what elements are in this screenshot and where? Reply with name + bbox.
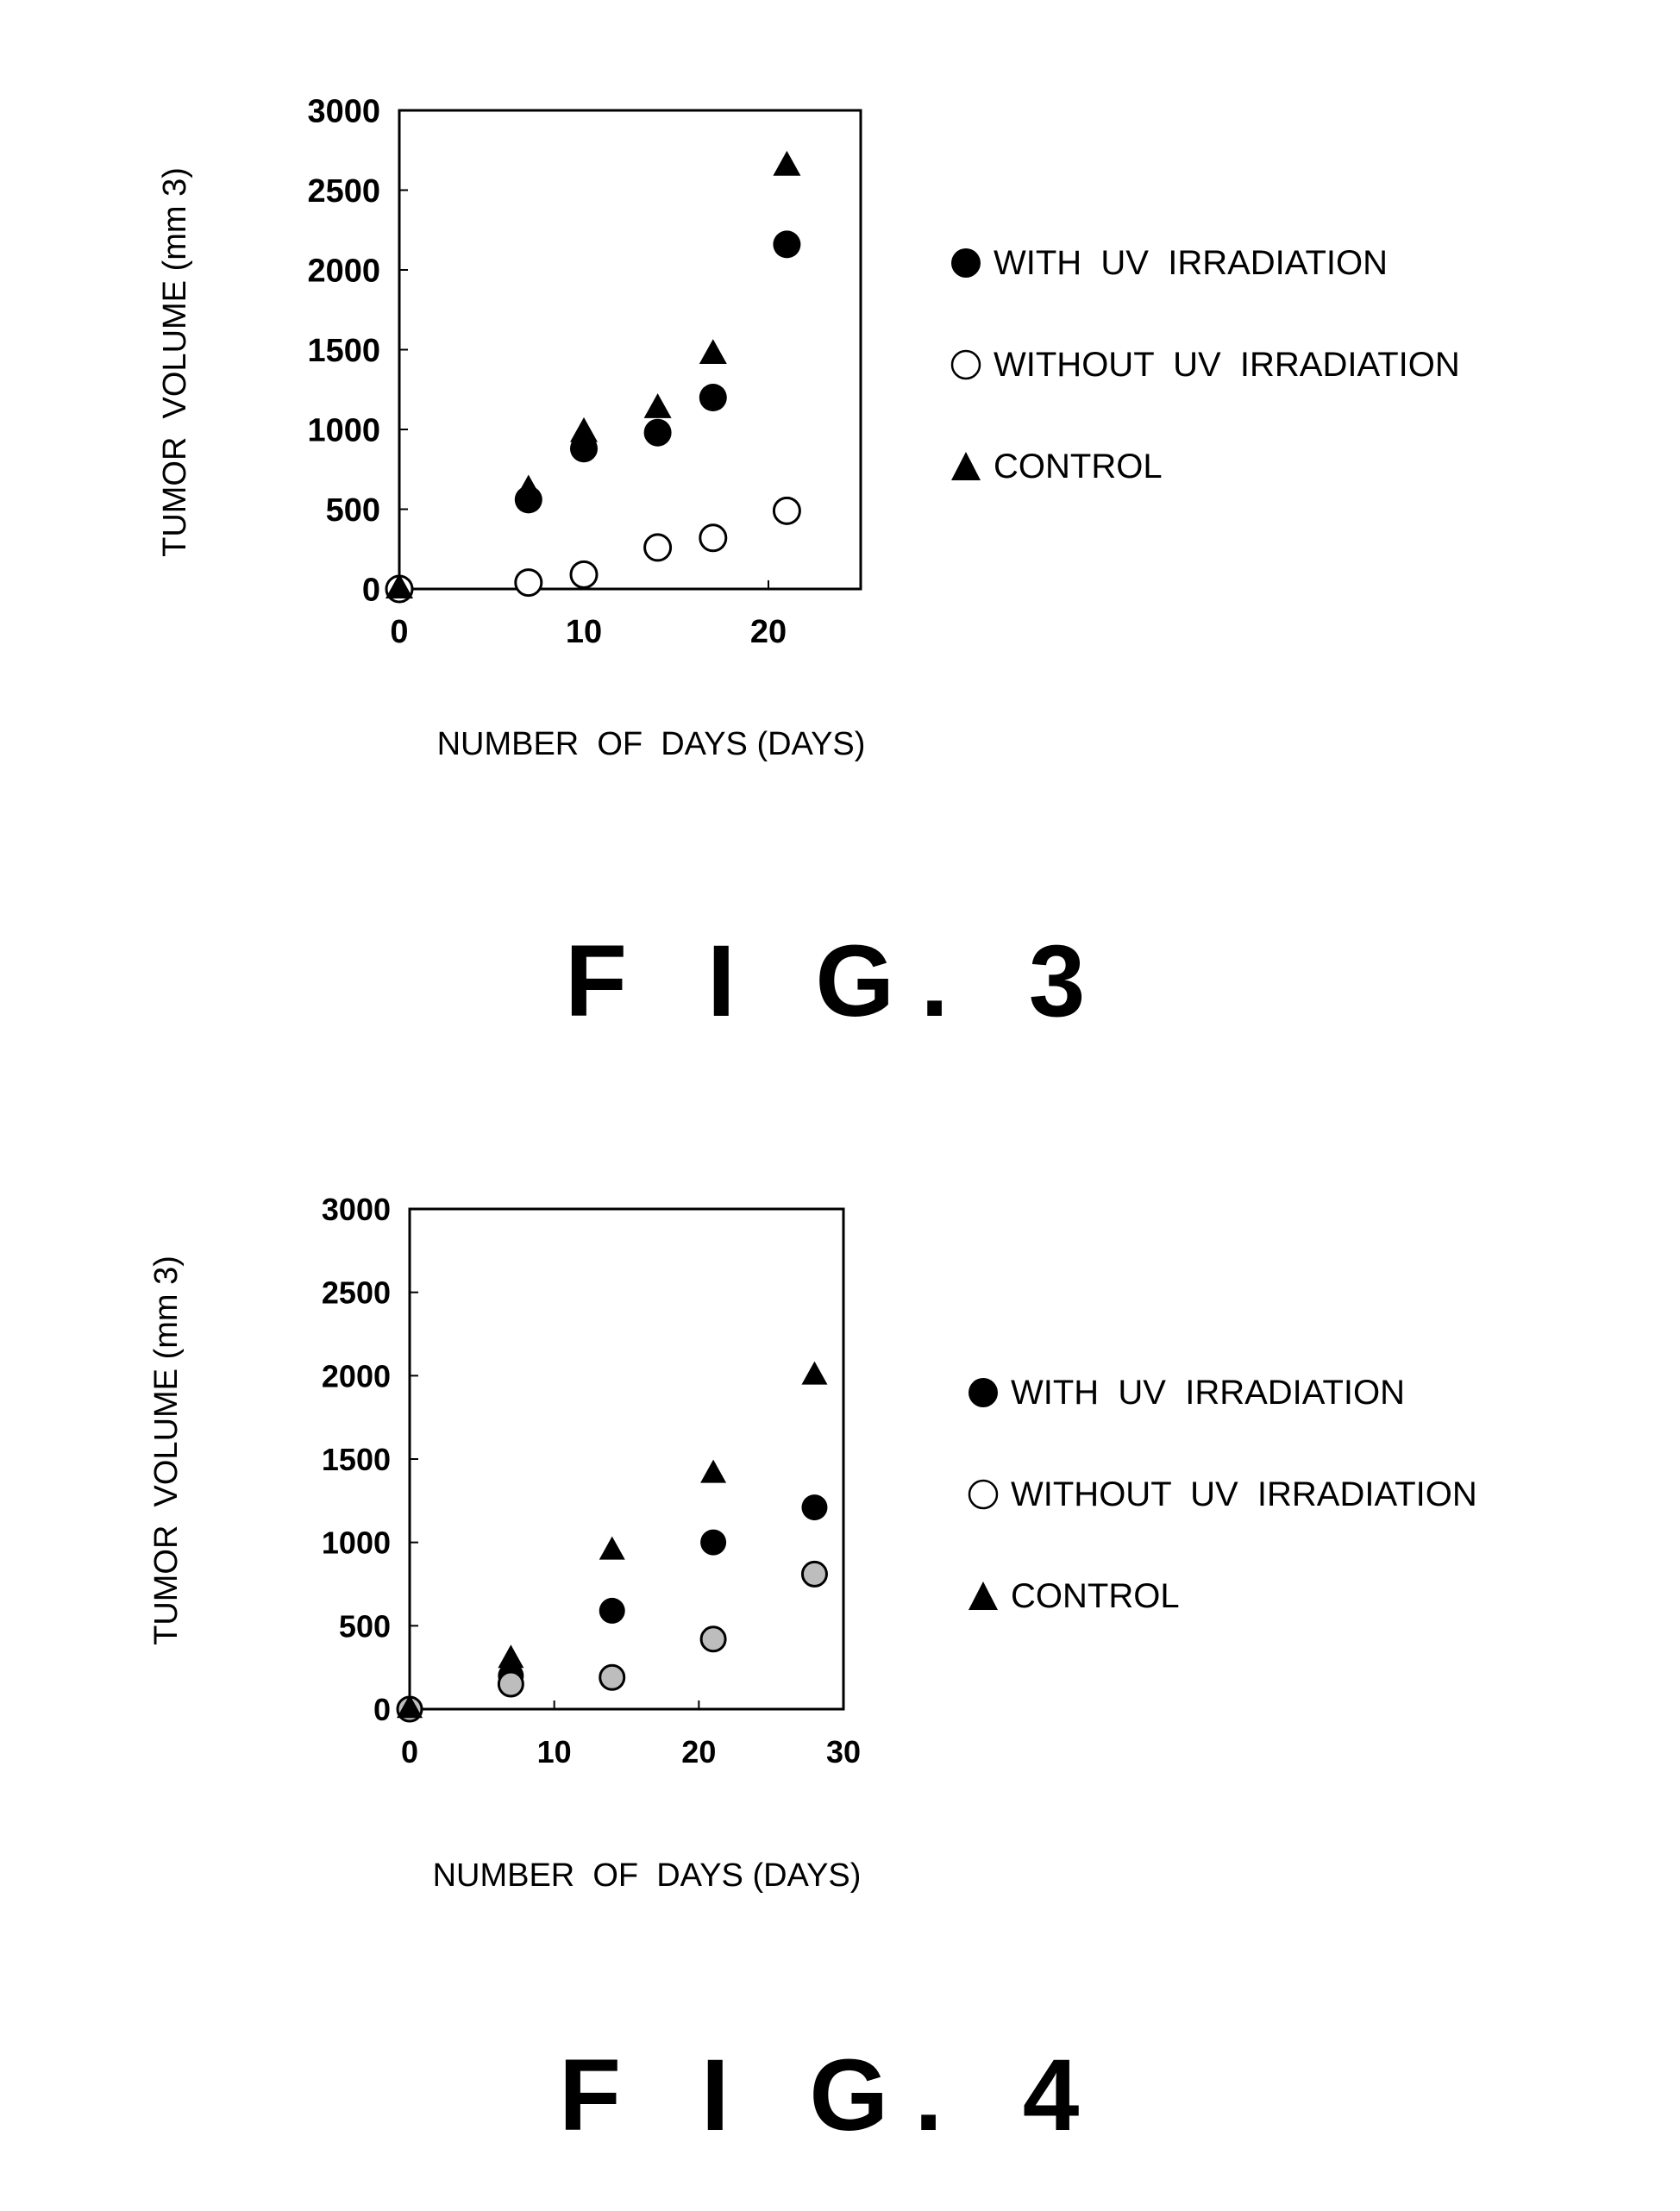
x-tick-label: 0 <box>401 1734 418 1769</box>
point-without-uv-irradiation <box>700 525 726 551</box>
open-circle-icon <box>966 1477 1011 1512</box>
y-tick-label: 3000 <box>322 1192 391 1227</box>
point-with-uv-irradiation <box>599 1598 625 1624</box>
x-tick-label: 10 <box>566 614 602 650</box>
y-axis-label: TUMOR VOLUME (mm 3) <box>148 1256 185 1645</box>
figure-4: 0 500 1000 1500 2000 2500 3000 0 10 20 30 TUMOR VOL… <box>0 1106 1680 2211</box>
x-tick-label: 10 <box>537 1734 572 1769</box>
point-with-uv-irradiation <box>700 1530 726 1556</box>
x-tick-label: 20 <box>750 614 787 650</box>
filled-triangle-icon <box>949 449 994 484</box>
y-tick-label: 500 <box>339 1608 391 1644</box>
figure-4-caption: F I G. 4 <box>559 2037 1105 2154</box>
figure-3-legend: WITH UV IRRADIATION WITHOUT UV IRRADIATI… <box>949 237 1460 542</box>
legend-item-without-uv: WITHOUT UV IRRADIATION <box>949 339 1460 391</box>
figure-3-caption: F I G. 3 <box>565 923 1111 1040</box>
legend-label-without-uv: WITHOUT UV IRRADIATION <box>994 346 1460 385</box>
point-control <box>699 339 727 364</box>
point-control <box>498 1644 523 1668</box>
legend-label-control: CONTROL <box>1011 1577 1180 1616</box>
y-tick-label: 2500 <box>322 1275 391 1311</box>
point-control <box>599 1537 625 1560</box>
point-control <box>801 1362 827 1385</box>
legend-item-control: CONTROL <box>966 1570 1477 1622</box>
legend-label-with-uv: WITH UV IRRADIATION <box>1011 1374 1405 1412</box>
point-without-uv-irradiation <box>516 570 542 596</box>
point-control <box>700 1460 726 1483</box>
point-control <box>773 151 800 176</box>
point-with-uv-irradiation <box>801 1494 827 1520</box>
x-axis-label: NUMBER OF DAYS (DAYS) <box>433 1857 862 1894</box>
y-tick-label: 1000 <box>307 413 380 449</box>
point-control <box>515 474 542 499</box>
legend-label-without-uv: WITHOUT UV IRRADIATION <box>1011 1475 1477 1514</box>
y-tick-label: 1500 <box>307 333 380 369</box>
x-tick-label: 30 <box>826 1734 861 1769</box>
legend-label-with-uv: WITH UV IRRADIATION <box>994 244 1388 283</box>
y-tick-label: 1000 <box>322 1525 391 1561</box>
legend-item-without-uv: WITHOUT UV IRRADIATION <box>966 1469 1477 1520</box>
x-tick-label: 20 <box>681 1734 716 1769</box>
y-tick-label: 2000 <box>307 254 380 290</box>
point-without-uv-irradiation <box>571 561 597 587</box>
point-without-uv-irradiation <box>701 1627 725 1651</box>
point-with-uv-irradiation <box>699 384 727 411</box>
legend-item-with-uv: WITH UV IRRADIATION <box>966 1367 1477 1419</box>
y-tick-label: 0 <box>362 573 380 609</box>
legend-label-control: CONTROL <box>994 448 1163 486</box>
y-tick-label: 3000 <box>307 94 380 130</box>
y-tick-label: 1500 <box>322 1442 391 1477</box>
filled-circle-icon <box>966 1375 1011 1410</box>
y-tick-label: 2500 <box>307 173 380 210</box>
x-tick-label: 0 <box>390 614 408 650</box>
plot-frame <box>410 1209 843 1709</box>
figure-3: 0 500 1000 1500 2000 2500 3000 0 10 20 TUMOR VOLUM… <box>0 0 1680 1106</box>
point-without-uv-irradiation <box>774 498 799 523</box>
y-tick-label: 2000 <box>322 1358 391 1394</box>
legend-item-with-uv: WITH UV IRRADIATION <box>949 237 1460 289</box>
point-without-uv-irradiation <box>498 1672 523 1696</box>
point-with-uv-irradiation <box>644 419 672 447</box>
legend-item-control: CONTROL <box>949 441 1460 492</box>
y-axis-label: TUMOR VOLUME (mm 3) <box>157 167 193 557</box>
point-control <box>570 417 598 442</box>
filled-circle-icon <box>949 246 994 280</box>
y-tick-label: 0 <box>373 1692 391 1727</box>
point-without-uv-irradiation <box>645 535 671 561</box>
point-without-uv-irradiation <box>600 1665 624 1689</box>
figure-4-legend: WITH UV IRRADIATION WITHOUT UV IRRADIATI… <box>966 1367 1477 1672</box>
open-circle-icon <box>949 348 994 382</box>
x-axis-label: NUMBER OF DAYS (DAYS) <box>437 726 866 762</box>
filled-triangle-icon <box>966 1579 1011 1613</box>
y-tick-label: 500 <box>326 492 380 529</box>
point-control <box>644 393 672 418</box>
point-with-uv-irradiation <box>773 230 800 258</box>
point-without-uv-irradiation <box>802 1562 826 1586</box>
